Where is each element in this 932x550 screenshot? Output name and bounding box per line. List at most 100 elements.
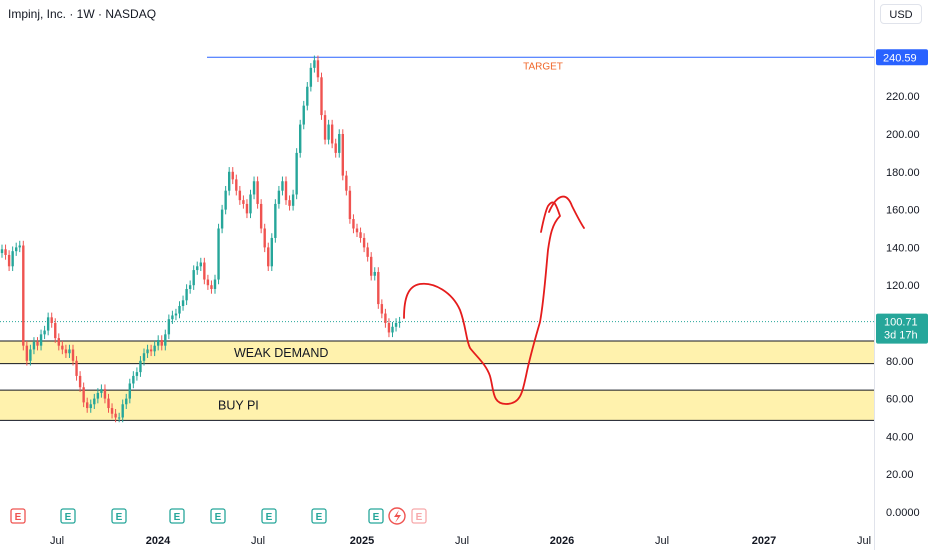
candle-body: [185, 288, 188, 301]
drawing-layer: [403, 195, 585, 405]
earnings-marker[interactable]: E: [210, 508, 226, 524]
earnings-marker[interactable]: E: [411, 508, 427, 524]
zone-label: WEAK DEMAND: [234, 346, 328, 360]
earnings-marker[interactable]: E: [261, 508, 277, 524]
candle: [15, 242, 18, 256]
candle: [181, 295, 185, 311]
candle-body: [391, 326, 394, 333]
candle: [288, 195, 291, 211]
candle-body: [11, 251, 14, 267]
candle-body: [377, 271, 380, 305]
y-tick-label: 120.00: [886, 280, 920, 292]
earnings-label: E: [116, 512, 123, 523]
candle: [341, 129, 344, 181]
last-price-text: 100.71: [884, 317, 918, 329]
candle-body: [242, 200, 245, 204]
earnings-marker[interactable]: E: [10, 508, 26, 524]
candle-body: [302, 105, 305, 125]
candle-body: [373, 271, 376, 276]
candle: [121, 399, 124, 423]
candle-body: [334, 143, 337, 153]
earnings-label: E: [373, 512, 380, 523]
candle-body: [213, 279, 217, 289]
event-marker[interactable]: [388, 507, 406, 525]
candle-body: [132, 375, 135, 384]
candle-body: [387, 323, 391, 333]
candle-body: [125, 398, 128, 405]
earnings-badge: [60, 508, 76, 524]
candle: [25, 340, 29, 366]
candle-body: [323, 115, 327, 140]
candle-body: [68, 349, 71, 354]
candle: [281, 176, 284, 196]
candle: [192, 265, 195, 290]
candle: [64, 344, 68, 358]
candle: [320, 72, 323, 120]
candle: [362, 233, 366, 253]
candle-body: [181, 300, 185, 306]
candle-body: [231, 171, 234, 180]
earnings-badge: [261, 508, 277, 524]
candle: [252, 176, 256, 200]
candle-body: [316, 60, 320, 78]
earnings-badge: [111, 508, 127, 524]
candle-body: [220, 209, 224, 229]
candle: [153, 340, 156, 357]
price-axis[interactable]: 0.000020.0040.0060.0080.00100.00120.0014…: [886, 91, 920, 519]
candle-body: [355, 228, 359, 233]
currency-button[interactable]: USD: [880, 4, 922, 24]
target-layer: TARGET: [207, 56, 874, 72]
candle-body: [25, 345, 29, 361]
candle-body: [210, 285, 213, 289]
candle-body: [135, 372, 139, 376]
x-tick-label: Jul: [50, 535, 64, 547]
candle: [235, 174, 238, 196]
earnings-marker[interactable]: E: [169, 508, 185, 524]
candle: [157, 335, 160, 351]
candle: [391, 322, 394, 338]
candle: [96, 388, 100, 404]
earnings-marker[interactable]: E: [311, 508, 327, 524]
candle: [228, 167, 231, 196]
candle: [348, 185, 352, 224]
earnings-marker[interactable]: E: [60, 508, 76, 524]
earnings-label: E: [316, 512, 323, 523]
candle-body: [164, 334, 167, 346]
candle-body: [64, 349, 68, 354]
earnings-marker[interactable]: E: [368, 508, 384, 524]
earnings-marker[interactable]: E: [111, 508, 127, 524]
candle-body: [284, 181, 288, 201]
candle: [89, 399, 92, 413]
y-tick-label: 140.00: [886, 242, 920, 254]
candle-body: [249, 194, 252, 214]
zone-band: [0, 340, 874, 364]
candle: [167, 314, 171, 340]
candle-body: [146, 349, 149, 354]
y-tick-label: 20.00: [886, 469, 914, 481]
candle-body: [352, 219, 355, 229]
candle: [128, 378, 131, 404]
candle: [78, 371, 82, 392]
candle-body: [299, 124, 302, 153]
candle: [203, 257, 206, 285]
candle: [316, 55, 320, 83]
candle: [380, 299, 384, 319]
candle: [217, 223, 220, 285]
candle: [377, 267, 380, 309]
earnings-label: E: [65, 512, 72, 523]
candle-body: [252, 181, 256, 195]
candle-body: [199, 262, 202, 267]
candle-body: [295, 152, 298, 195]
candle-body: [128, 383, 131, 399]
candle: [352, 214, 355, 234]
projection-drawing: [403, 195, 585, 405]
time-axis[interactable]: Jul 2024 Jul 2025 Jul 2026 Jul 2027 Jul: [50, 535, 871, 547]
candle: [61, 340, 64, 355]
candle-body: [206, 279, 210, 286]
earnings-label: E: [266, 512, 273, 523]
candle-body: [121, 404, 124, 418]
candle-body: [338, 134, 341, 153]
candle-body: [46, 317, 50, 331]
